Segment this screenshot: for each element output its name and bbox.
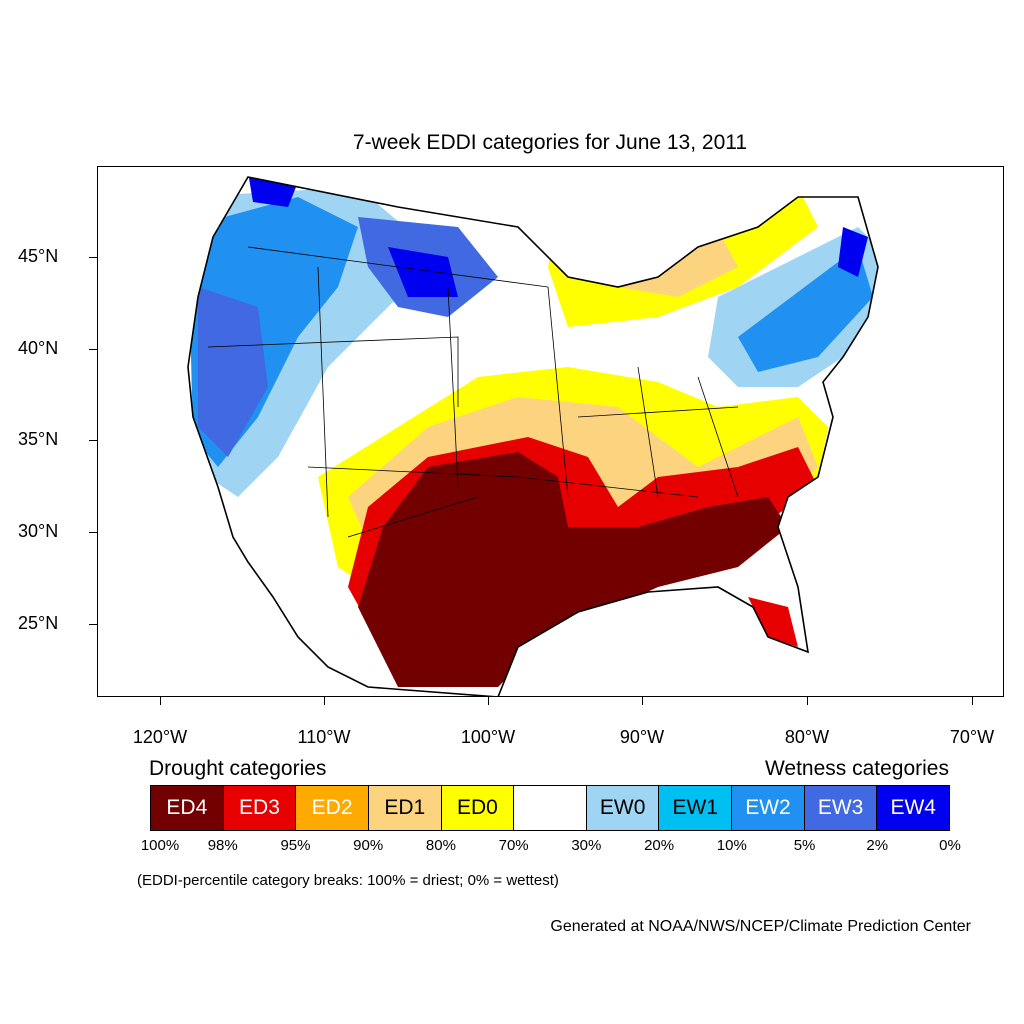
legend-swatch-ew4: EW4 [877,786,950,830]
map-frame [97,166,1004,697]
legend-break-label: 30% [571,837,602,854]
lon-tick [160,697,161,705]
legend-break-label: 80% [425,837,456,854]
legend-swatch-ed4: ED4 [151,786,224,830]
legend-swatch-ed3: ED3 [223,786,297,830]
lat-label: 25°N [18,613,59,633]
wetness-heading: Wetness categories [764,757,949,780]
lon-label: 110°W [297,727,351,747]
legend-swatch-neutral [514,786,587,830]
drought-heading: Drought categories [149,757,327,780]
lat-tick [89,257,97,258]
legend-swatch-ed1: ED1 [368,786,442,830]
lat-label: 40°N [18,338,59,358]
legend-break-label: 2% [866,837,889,854]
legend-break-label: 98% [207,837,238,854]
lon-label: 100°W [460,727,516,747]
lon-label: 90°W [619,727,665,747]
legend-swatch-ew0: EW0 [586,786,660,830]
legend-swatch-ed2: ED2 [296,786,369,830]
lon-tick [972,697,973,705]
legend-break-label: 95% [280,837,311,854]
lon-tick [488,697,489,705]
lat-tick [89,349,97,350]
lat-label: 30°N [18,521,59,541]
lon-tick [324,697,325,705]
legend-break-label: 70% [498,837,529,854]
credit-text: Generated at NOAA/NWS/NCEP/Climate Predi… [550,918,971,935]
legend-break-label: 100% [140,837,180,854]
lat-tick [89,440,97,441]
legend-break-label: 0% [939,837,961,854]
lat-tick [89,532,97,533]
lon-tick [807,697,808,705]
legend-colorbar: ED4 ED3 ED2 ED1 ED0 EW0 EW1 EW2 EW3 EW4 [150,785,950,831]
map-title: 7-week EDDI categories for June 13, 2011 [352,131,748,154]
lat-tick [89,624,97,625]
lat-label: 35°N [18,429,59,449]
legend-swatch-ew3: EW3 [804,786,878,830]
lon-label: 80°W [784,727,830,747]
legend-swatch-ed0: ED0 [441,786,515,830]
lon-label: 70°W [949,727,995,747]
legend-break-label: 90% [353,837,384,854]
legend-break-label: 5% [793,837,816,854]
breaks-note: (EDDI-percentile category breaks: 100% =… [137,872,559,889]
legend-swatch-ew2: EW2 [732,786,805,830]
lon-tick [642,697,643,705]
legend-swatch-ew1: EW1 [659,786,733,830]
lat-label: 45°N [18,246,59,266]
eddi-map [187,176,879,696]
legend-break-label: 20% [644,837,675,854]
lon-label: 120°W [132,727,188,747]
legend-break-label: 10% [716,837,747,854]
